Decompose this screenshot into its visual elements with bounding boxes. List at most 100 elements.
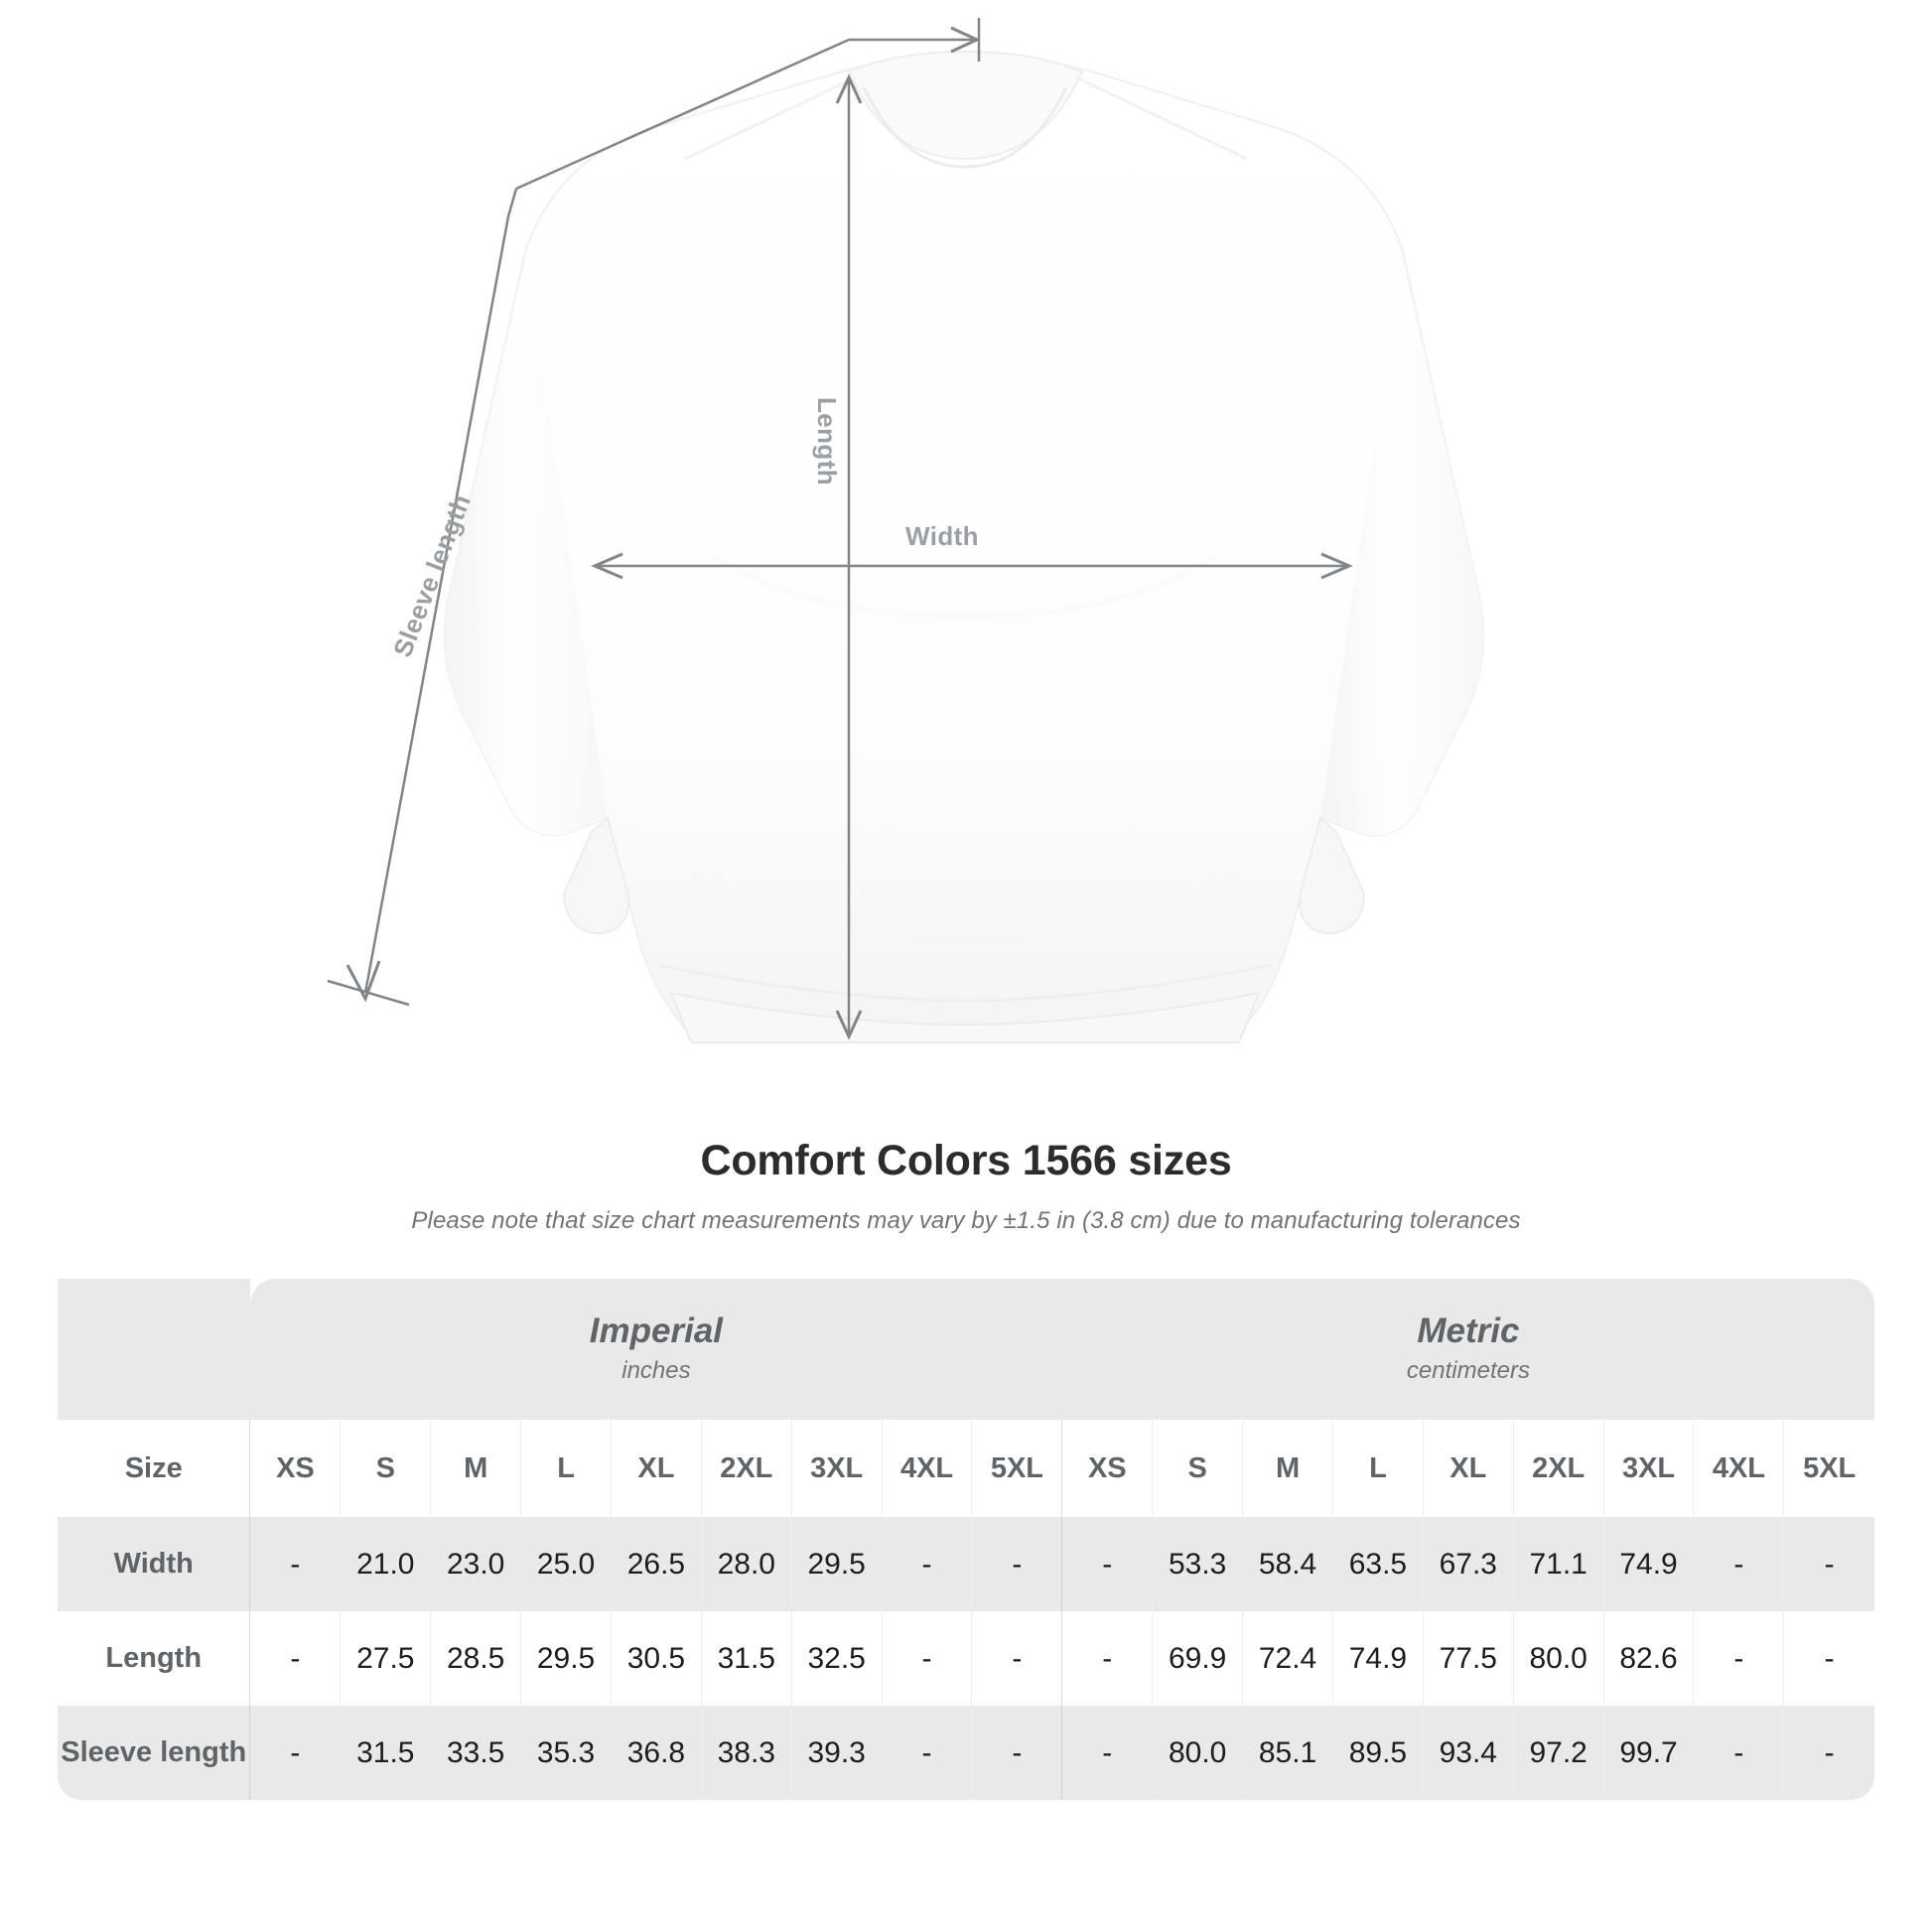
- cell-sleeve-length-imperial-xs: -: [249, 1706, 341, 1800]
- imperial-unit-header: Imperial inches: [249, 1279, 1062, 1420]
- cell-width-imperial-5xl: -: [971, 1517, 1062, 1611]
- cell-width-imperial-xs: -: [249, 1517, 341, 1611]
- size-header-imperial-s: S: [340, 1420, 431, 1517]
- row-label-sleeve-length: Sleeve length: [58, 1706, 250, 1800]
- size-header-imperial-5xl: 5XL: [971, 1420, 1062, 1517]
- cell-sleeve-length-metric-s: 80.0: [1152, 1706, 1243, 1800]
- size-header-metric-2xl: 2XL: [1512, 1420, 1604, 1517]
- size-header-imperial-m: M: [430, 1420, 521, 1517]
- cell-length-imperial-5xl: -: [971, 1611, 1062, 1706]
- table-row-sleeve-length: Sleeve length -31.5 33.5 35.3 36.8 38.3 39.3- -…: [58, 1706, 1874, 1800]
- size-header-imperial-xs: XS: [249, 1420, 341, 1517]
- cell-sleeve-length-imperial-m: 33.5: [430, 1706, 521, 1800]
- size-table-container: Imperial inches Metric centimeters Size X…: [58, 1279, 1874, 1800]
- cell-sleeve-length-metric-2xl: 97.2: [1512, 1706, 1604, 1800]
- cuff-right: [1298, 816, 1366, 935]
- cell-sleeve-length-metric-3xl: 99.7: [1602, 1706, 1694, 1800]
- page-title: Comfort Colors 1566 sizes: [700, 1137, 1232, 1184]
- size-header-metric-3xl: 3XL: [1602, 1420, 1694, 1517]
- metric-unit-header: Metric centimeters: [1061, 1279, 1874, 1420]
- sweatshirt-shape: [443, 50, 1485, 1043]
- cell-width-metric-2xl: 71.1: [1512, 1517, 1604, 1611]
- size-header-metric-m: M: [1242, 1420, 1333, 1517]
- cell-width-imperial-m: 23.0: [430, 1517, 521, 1611]
- size-header-metric-5xl: 5XL: [1783, 1420, 1874, 1517]
- sleeve-guide-joint: [506, 188, 518, 217]
- cell-width-metric-3xl: 74.9: [1602, 1517, 1694, 1611]
- cell-width-metric-xs: -: [1061, 1517, 1153, 1611]
- size-header-metric-s: S: [1152, 1420, 1243, 1517]
- cell-sleeve-length-metric-xs: -: [1061, 1706, 1153, 1800]
- length-arrow-bottom: [835, 1010, 863, 1040]
- imperial-sublabel: inches: [621, 1356, 691, 1384]
- metric-sublabel: centimeters: [1406, 1356, 1530, 1384]
- cell-sleeve-length-imperial-l: 35.3: [520, 1706, 612, 1800]
- sleeve-arrow-top: [950, 26, 981, 54]
- size-header-imperial-l: L: [520, 1420, 612, 1517]
- metric-label: Metric: [1417, 1311, 1520, 1351]
- cell-width-imperial-s: 21.0: [340, 1517, 431, 1611]
- unit-header-row: Imperial inches Metric centimeters: [58, 1279, 1874, 1420]
- width-arrow-left: [591, 552, 623, 580]
- cell-width-imperial-4xl: -: [881, 1517, 972, 1611]
- size-header-imperial-xl: XL: [610, 1420, 702, 1517]
- cell-length-imperial-2xl: 31.5: [700, 1611, 792, 1706]
- cell-sleeve-length-imperial-3xl: 39.3: [790, 1706, 883, 1800]
- fabric-fold: [693, 871, 1237, 934]
- cell-sleeve-length-metric-l: 89.5: [1331, 1706, 1424, 1800]
- garment-illustration: Length Width Sleeve length: [327, 18, 1485, 1043]
- cell-length-imperial-xs: -: [249, 1611, 341, 1706]
- size-header-label: Size: [58, 1420, 250, 1517]
- cell-width-metric-xl: 67.3: [1422, 1517, 1514, 1611]
- cell-sleeve-length-metric-m: 85.1: [1242, 1706, 1333, 1800]
- cell-sleeve-length-imperial-xl: 36.8: [610, 1706, 702, 1800]
- cell-sleeve-length-imperial-2xl: 38.3: [700, 1706, 792, 1800]
- sweatshirt-diagram: [327, 18, 1485, 1043]
- cell-width-imperial-l: 25.0: [520, 1517, 612, 1611]
- cell-length-imperial-xl: 30.5: [610, 1611, 702, 1706]
- size-header-imperial-2xl: 2XL: [700, 1420, 792, 1517]
- cell-length-metric-m: 72.4: [1242, 1611, 1333, 1706]
- measurement-guides: [327, 18, 1353, 1040]
- fabric-fold: [713, 553, 1217, 619]
- cell-length-metric-l: 74.9: [1331, 1611, 1424, 1706]
- cell-length-metric-2xl: 80.0: [1512, 1611, 1604, 1706]
- tolerance-note: Please note that size chart measurements…: [411, 1207, 1521, 1234]
- cell-sleeve-length-imperial-5xl: -: [971, 1706, 1062, 1800]
- cell-width-imperial-3xl: 29.5: [790, 1517, 883, 1611]
- size-table-body: Imperial inches Metric centimeters Size X…: [58, 1279, 1874, 1800]
- sleeve-guide-diagonal-lower: [363, 215, 510, 994]
- imperial-label: Imperial: [589, 1311, 724, 1351]
- cell-length-imperial-3xl: 32.5: [790, 1611, 883, 1706]
- sleeve-arrow-bottom: [345, 960, 381, 1003]
- sleeve-left: [444, 253, 608, 836]
- cell-length-metric-5xl: -: [1783, 1611, 1874, 1706]
- cell-length-metric-xl: 77.5: [1422, 1611, 1514, 1706]
- shoulder-seam-left: [684, 75, 857, 161]
- title-block: Comfort Colors 1566 sizes Please note th…: [0, 1137, 1932, 1235]
- shoulder-seam-right: [1075, 75, 1248, 161]
- size-header-metric-xs: XS: [1061, 1420, 1153, 1517]
- table-row-width: Width -21.0 23.0 25.0 26.5 28.0 29.5- - -53.3 58.…: [58, 1517, 1874, 1611]
- row-label-width: Width: [58, 1517, 250, 1611]
- width-arrow-right: [1320, 552, 1353, 580]
- size-header-row: Size XS S M L XL 2XL 3XL 4XL 5XL XS S M L XL 2XL 3XL 4XL 5…: [58, 1420, 1874, 1517]
- table-row-length: Length -27.5 28.5 29.5 30.5 31.5 32.5- - -69.9 72…: [58, 1611, 1874, 1706]
- cell-width-metric-l: 63.5: [1331, 1517, 1424, 1611]
- size-chart-table: Imperial inches Metric centimeters Size X…: [58, 1279, 1874, 1800]
- cell-width-metric-5xl: -: [1783, 1517, 1874, 1611]
- cell-width-metric-4xl: -: [1693, 1517, 1784, 1611]
- size-header-metric-l: L: [1331, 1420, 1424, 1517]
- cell-width-imperial-2xl: 28.0: [700, 1517, 792, 1611]
- cell-length-imperial-m: 28.5: [430, 1611, 521, 1706]
- length-arrow-top: [835, 73, 863, 104]
- cell-width-metric-m: 58.4: [1242, 1517, 1333, 1611]
- size-header-metric-xl: XL: [1422, 1420, 1514, 1517]
- width-dimension-label: Width: [905, 521, 979, 551]
- sleeve-guide-end-tick: [327, 979, 410, 1007]
- cell-sleeve-length-metric-xl: 93.4: [1422, 1706, 1514, 1800]
- size-header-metric-4xl: 4XL: [1693, 1420, 1784, 1517]
- cell-sleeve-length-imperial-4xl: -: [881, 1706, 972, 1800]
- cell-length-metric-s: 69.9: [1152, 1611, 1243, 1706]
